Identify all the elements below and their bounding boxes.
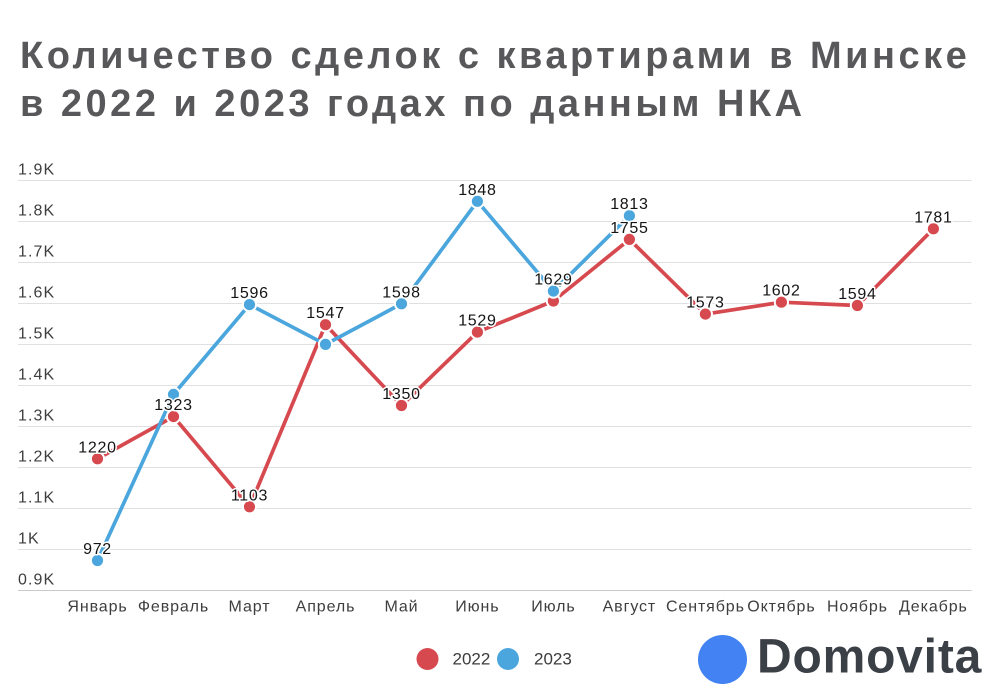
svg-text:Ноябрь: Ноябрь [827, 599, 888, 616]
svg-text:1629: 1629 [534, 272, 572, 289]
svg-text:1598: 1598 [382, 284, 420, 301]
svg-text:1.1K: 1.1K [18, 490, 55, 507]
svg-text:1.5K: 1.5K [18, 326, 55, 343]
svg-text:0.9K: 0.9K [18, 572, 55, 589]
svg-text:1848: 1848 [458, 182, 496, 199]
svg-text:1.8K: 1.8K [18, 203, 55, 220]
svg-text:2022: 2022 [453, 650, 491, 669]
svg-text:Март: Март [229, 599, 271, 616]
svg-text:1.4K: 1.4K [18, 367, 55, 384]
svg-text:Июнь: Июнь [455, 599, 499, 616]
svg-text:Апрель: Апрель [296, 599, 356, 616]
svg-text:1547: 1547 [306, 305, 344, 322]
svg-text:1529: 1529 [458, 313, 496, 330]
svg-text:1103: 1103 [231, 487, 268, 504]
svg-text:1.7K: 1.7K [18, 244, 55, 261]
svg-text:1755: 1755 [610, 220, 648, 237]
svg-text:2023: 2023 [534, 650, 572, 669]
svg-text:1323: 1323 [154, 397, 192, 414]
svg-text:1596: 1596 [230, 285, 268, 302]
svg-text:Domovita: Domovita [757, 631, 982, 684]
svg-text:1220: 1220 [78, 439, 116, 456]
svg-text:Май: Май [384, 599, 418, 616]
svg-text:Январь: Январь [67, 599, 127, 616]
svg-text:1594: 1594 [838, 286, 876, 303]
svg-text:1573: 1573 [686, 295, 724, 312]
svg-text:1.2K: 1.2K [18, 449, 55, 466]
svg-text:Август: Август [603, 599, 657, 616]
svg-text:1781: 1781 [914, 209, 952, 226]
svg-text:1813: 1813 [610, 196, 648, 213]
svg-text:1602: 1602 [762, 283, 800, 300]
svg-text:1350: 1350 [382, 386, 420, 403]
svg-text:972: 972 [83, 541, 112, 558]
svg-text:1.6K: 1.6K [18, 285, 55, 302]
svg-text:Сентябрь: Сентябрь [666, 599, 745, 616]
svg-text:1.3K: 1.3K [18, 408, 55, 425]
svg-text:1.9K: 1.9K [18, 162, 55, 179]
svg-text:1K: 1K [18, 531, 40, 548]
svg-text:Октябрь: Октябрь [747, 599, 815, 616]
svg-text:Февраль: Февраль [138, 599, 209, 616]
svg-text:Декабрь: Декабрь [899, 599, 968, 616]
svg-text:Июль: Июль [531, 599, 575, 616]
